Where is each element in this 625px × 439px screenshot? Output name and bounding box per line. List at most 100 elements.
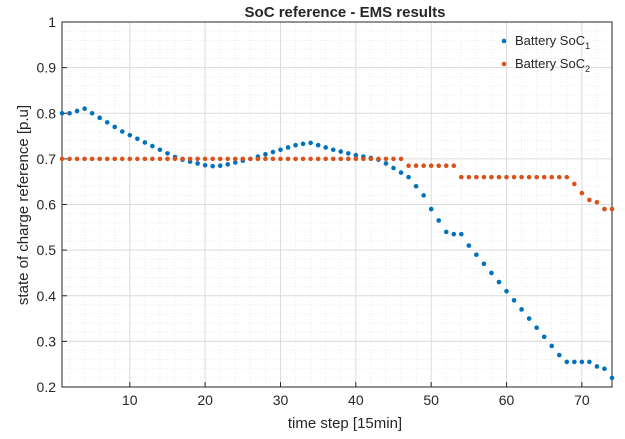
- data-point: [172, 156, 178, 162]
- data-point: [361, 156, 366, 162]
- data-point: [293, 142, 298, 148]
- data-point: [428, 206, 434, 212]
- data-point: [330, 147, 336, 153]
- data-point: [157, 147, 163, 153]
- data-point: [519, 174, 524, 180]
- data-point: [594, 199, 600, 205]
- y-tick-label: 0.9: [37, 60, 57, 76]
- data-point: [150, 143, 155, 149]
- data-point: [217, 163, 223, 169]
- data-point: [338, 156, 344, 162]
- data-point: [308, 140, 313, 146]
- data-point: [74, 108, 80, 114]
- x-axis-label: time step [15min]: [288, 415, 402, 432]
- data-point: [579, 359, 585, 365]
- data-point: [594, 364, 600, 369]
- data-point: [119, 156, 125, 162]
- data-point: [270, 149, 276, 155]
- data-point: [285, 145, 291, 150]
- data-point: [300, 156, 306, 162]
- data-point: [609, 375, 615, 381]
- data-point: [346, 156, 351, 162]
- data-point: [541, 174, 547, 180]
- data-point: [225, 162, 231, 167]
- data-point: [572, 359, 577, 365]
- x-tick-label: 10: [122, 392, 138, 408]
- data-point: [330, 156, 336, 162]
- data-point: [142, 156, 148, 162]
- data-point: [413, 163, 419, 169]
- data-point: [556, 352, 562, 358]
- legend-label: Battery SoC2: [515, 56, 590, 74]
- data-point: [165, 151, 170, 156]
- data-point: [353, 156, 359, 162]
- data-point: [135, 156, 140, 162]
- data-point: [157, 156, 163, 162]
- legend-label: Battery SoC1: [515, 33, 590, 51]
- data-point: [451, 163, 457, 169]
- data-point: [315, 156, 321, 162]
- data-point: [436, 218, 442, 223]
- data-point: [127, 132, 133, 138]
- data-point: [89, 156, 95, 162]
- data-point: [187, 156, 193, 162]
- data-point: [489, 174, 494, 180]
- data-point: [556, 174, 562, 180]
- data-point: [481, 174, 487, 180]
- data-point: [67, 110, 72, 116]
- data-point: [195, 161, 200, 166]
- data-point: [278, 156, 283, 162]
- y-tick-label: 0.5: [37, 242, 57, 258]
- y-tick-label: 1: [48, 14, 56, 30]
- data-point: [428, 163, 434, 169]
- legend-label-subscript: 2: [585, 64, 590, 74]
- data-point: [406, 174, 411, 180]
- data-point: [443, 229, 449, 235]
- data-point: [119, 129, 125, 134]
- data-point: [398, 170, 404, 175]
- data-point: [391, 156, 396, 162]
- data-point: [195, 156, 200, 162]
- data-point: [383, 156, 389, 162]
- data-point: [97, 156, 102, 162]
- data-point: [541, 334, 547, 340]
- data-point: [496, 279, 502, 285]
- data-point: [104, 156, 110, 162]
- data-point: [59, 156, 65, 162]
- x-tick-label: 20: [197, 392, 213, 408]
- data-point: [263, 156, 268, 162]
- x-tick-label: 60: [499, 392, 515, 408]
- y-axis-ticks: 0.2 0.3 0.4 0.5 0.6 0.7 0.8 0.9 1: [37, 14, 67, 395]
- data-point: [451, 231, 457, 237]
- data-point: [202, 162, 208, 168]
- data-point: [421, 163, 426, 169]
- data-point: [278, 147, 283, 153]
- data-point: [602, 206, 607, 212]
- data-point: [504, 174, 509, 180]
- data-point: [549, 174, 555, 180]
- data-point: [142, 140, 148, 145]
- x-tick-label: 40: [348, 392, 364, 408]
- data-point: [534, 174, 539, 180]
- data-point: [67, 156, 72, 162]
- data-point: [481, 261, 487, 267]
- data-point: [202, 156, 208, 162]
- data-point: [240, 156, 246, 162]
- data-point: [210, 163, 215, 169]
- data-point: [338, 149, 344, 154]
- data-point: [474, 252, 479, 257]
- y-tick-label: 0.4: [37, 288, 57, 304]
- data-point: [308, 156, 313, 162]
- data-point: [97, 115, 102, 121]
- data-point: [323, 145, 328, 150]
- data-point: [534, 325, 539, 330]
- data-point: [443, 163, 449, 169]
- data-point: [526, 316, 532, 321]
- data-point: [104, 120, 110, 125]
- data-point: [112, 156, 118, 162]
- data-point: [459, 231, 464, 237]
- x-axis-ticks: 10 20 30 40 50 60 70: [122, 382, 590, 408]
- data-point: [353, 152, 359, 158]
- data-point: [421, 193, 426, 198]
